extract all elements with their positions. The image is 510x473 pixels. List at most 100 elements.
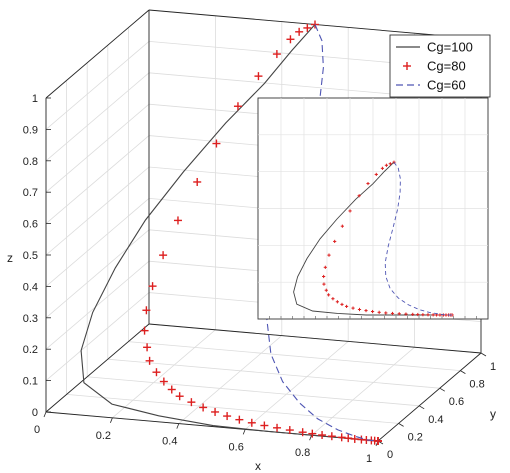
legend-label: Cg=80 xyxy=(427,59,466,74)
axis-edge xyxy=(45,323,150,413)
inset-plus-marker xyxy=(370,309,375,314)
inset-plus-marker xyxy=(431,313,435,317)
x-tick-label: 0.4 xyxy=(162,436,177,448)
plus-marker xyxy=(318,431,327,440)
y-tick-label: 0.8 xyxy=(469,379,484,391)
y-tick-mark xyxy=(418,405,425,410)
plus-marker xyxy=(273,423,282,432)
floor-pane xyxy=(46,324,481,441)
plus-marker xyxy=(193,177,202,186)
plus-marker xyxy=(286,35,295,44)
inset-plus-marker xyxy=(340,224,344,228)
y-tick-label: 0.4 xyxy=(428,414,443,426)
plus-marker xyxy=(254,72,263,81)
legend-label: Cg=100 xyxy=(427,40,473,55)
plus-marker xyxy=(159,251,168,260)
plus-marker xyxy=(143,343,152,352)
inset-plus-marker xyxy=(426,313,430,317)
plus-marker xyxy=(235,415,244,424)
plus-marker xyxy=(233,102,242,111)
x-tick-mark xyxy=(242,429,246,435)
axis-labels: x y z xyxy=(7,251,496,473)
y-tick-label: 1 xyxy=(490,361,496,373)
plus-marker xyxy=(260,421,269,430)
plus-marker xyxy=(344,434,353,443)
inset-plus-marker xyxy=(384,163,389,167)
plus-marker xyxy=(199,403,208,412)
plus-marker xyxy=(148,282,157,291)
y-tick-label: 0.2 xyxy=(408,431,423,443)
inset-plus-marker xyxy=(322,274,326,279)
plus-marker xyxy=(308,429,317,438)
inset-plus-marker xyxy=(380,166,385,170)
y-axis-label: y xyxy=(490,407,496,421)
plus-marker xyxy=(303,23,312,32)
inset-plus-marker xyxy=(327,253,331,257)
inset-plus-marker xyxy=(340,302,344,306)
y-tick-label: 0.6 xyxy=(449,396,464,408)
plus-marker xyxy=(175,392,184,401)
inset-plus-marker xyxy=(331,297,335,301)
plus-marker xyxy=(285,426,294,435)
x-tick-label: 0.2 xyxy=(96,430,111,442)
x-tick-mark xyxy=(43,411,47,418)
plus-marker xyxy=(173,216,182,225)
plus-marker xyxy=(142,306,151,315)
z-tick-label: 1 xyxy=(32,93,38,105)
legend-item: Cg=80 xyxy=(403,59,466,74)
x-tick-mark xyxy=(176,423,180,429)
axis-edge xyxy=(377,352,482,442)
z-tick-label: 0.3 xyxy=(23,313,38,325)
z-tick-label: 0.7 xyxy=(23,187,38,199)
y-tick-mark xyxy=(439,387,446,392)
plus-marker xyxy=(298,428,307,437)
plus-marker xyxy=(212,139,221,148)
x-tick-mark xyxy=(309,435,312,441)
inset-plus-marker xyxy=(323,265,327,269)
inset-plus-marker xyxy=(384,311,388,315)
plus-marker xyxy=(327,432,336,441)
inset-panel xyxy=(257,97,489,320)
data-series xyxy=(80,20,382,445)
tick-labels: 0 0.1 0.2 0.3 0.4 0.5 0.6 0.7 0.8 0.9 1 0 0.2 0.4 0.6 0… xyxy=(23,93,496,465)
inset-plus-marker xyxy=(421,313,425,317)
z-tick-label: 0 xyxy=(32,407,38,419)
plus-marker xyxy=(167,385,176,394)
legend-item: Cg=60 xyxy=(396,78,466,93)
inset-plus-marker xyxy=(327,293,331,297)
axis-edge xyxy=(148,323,482,354)
z-tick-label: 0.2 xyxy=(23,344,38,356)
x-axis-label: x xyxy=(255,459,261,473)
inset-plus-marker xyxy=(390,311,395,316)
inset-plus-marker xyxy=(411,312,415,316)
inset-series-line xyxy=(293,161,452,316)
inset-plus-marker xyxy=(377,310,381,314)
inset-plus-marker xyxy=(322,282,326,286)
inset-plus-marker xyxy=(397,312,401,316)
z-tick-label: 0.6 xyxy=(23,219,38,231)
plus-marker xyxy=(145,356,154,365)
plus-marker xyxy=(337,433,346,442)
z-tick-label: 0.9 xyxy=(23,124,38,136)
plus-marker xyxy=(272,50,281,59)
plus-marker xyxy=(223,412,232,421)
axis-edge xyxy=(45,9,150,99)
inset-plus-marker xyxy=(404,312,408,316)
x-tick-label: 1 xyxy=(366,453,372,465)
plus-marker xyxy=(247,418,256,427)
series-line-cg60 xyxy=(266,24,379,442)
inset-plus-marker xyxy=(333,239,337,244)
inset-plus-marker xyxy=(357,194,361,198)
inset-plus-marker xyxy=(366,181,370,186)
inset-plus-marker xyxy=(364,308,368,313)
x-tick-mark xyxy=(110,417,113,423)
legend: Cg=100 Cg=80 Cg=60 xyxy=(389,34,491,98)
legend-label: Cg=60 xyxy=(427,78,466,93)
x-tick-label: 0.8 xyxy=(295,447,310,459)
y-tick-mark xyxy=(460,370,466,374)
y-tick-mark xyxy=(480,352,487,357)
inset-plus-marker xyxy=(388,162,392,166)
z-tick-label: 0.8 xyxy=(23,156,38,168)
z-tick-label: 0.4 xyxy=(23,281,38,293)
